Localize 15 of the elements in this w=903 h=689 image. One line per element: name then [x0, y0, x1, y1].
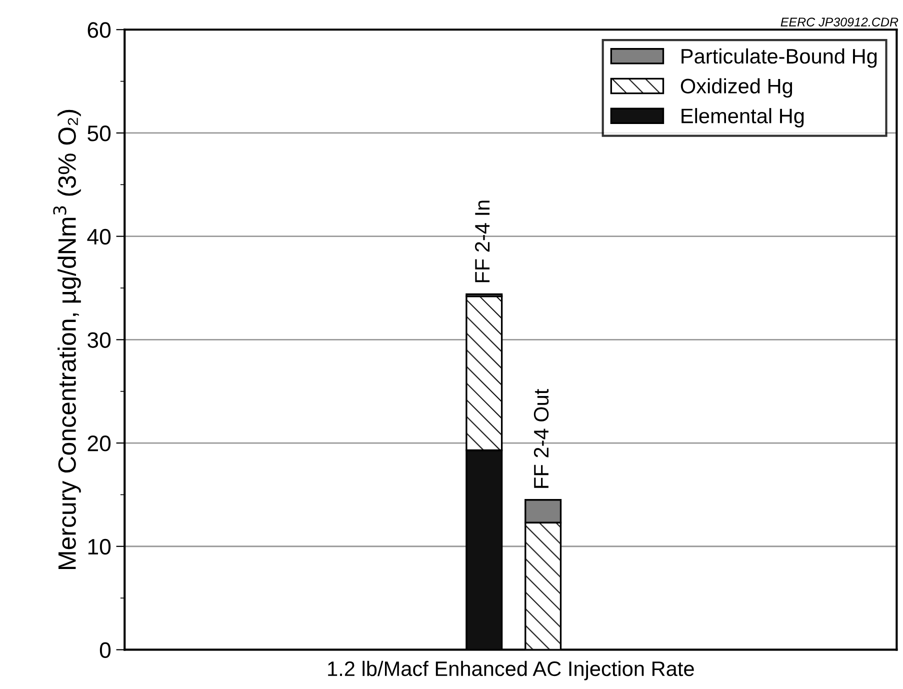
y-tick-label: 50: [88, 126, 111, 142]
legend-label: Oxidized Hg: [680, 78, 792, 98]
x-tick-label: FF 2-4 Out: [534, 388, 549, 488]
y-axis-title: Mercury Concentration, µg/dNm$^{3}$ (3% O₂): [53, 110, 81, 569]
y-tick-label: 30: [88, 332, 111, 348]
x-tick-label: FF 2-4 In: [474, 200, 490, 282]
y-tick-label: 60: [88, 22, 111, 38]
y-tick-label: 10: [88, 538, 111, 555]
x-axis-title: 1.2 lb/Macf Enhanced AC Injection Rate: [328, 660, 694, 680]
legend-label: Elemental Hg: [682, 108, 804, 128]
y-tick-label: 0: [100, 642, 111, 658]
y-tick-label: 40: [87, 228, 111, 245]
legend-label: Particulate-Bound Hg: [682, 48, 877, 68]
y-tick-label: 20: [88, 436, 111, 452]
text: EERC JP30912.CDR: [780, 18, 898, 26]
